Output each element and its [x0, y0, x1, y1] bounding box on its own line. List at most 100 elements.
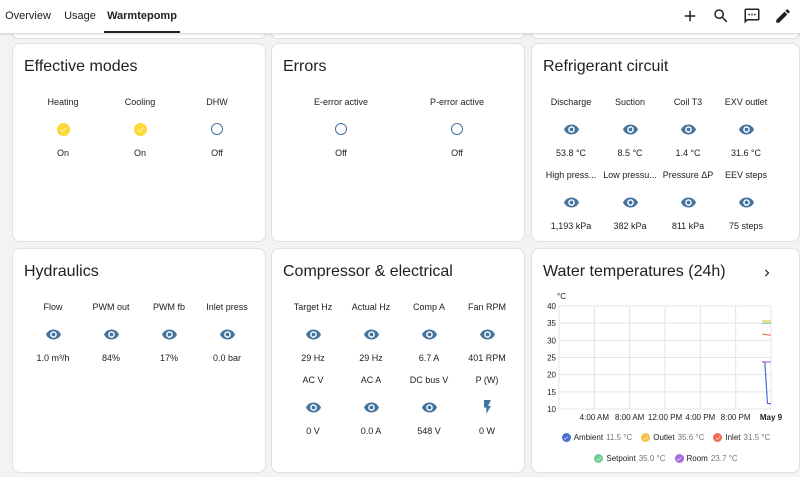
card-title: Errors — [283, 58, 327, 75]
series-line-ambient — [762, 361, 772, 405]
entity-actual-hz[interactable]: Actual Hz 29 Hz — [341, 301, 401, 364]
edit-dashboard-button[interactable] — [772, 5, 794, 27]
series-line-inlet — [762, 333, 772, 336]
entity-flow[interactable]: Flow 1.0 m³/h — [23, 301, 83, 364]
add-button[interactable] — [679, 5, 701, 27]
entity-exv-outlet[interactable]: EXV outlet 31.6 °C — [717, 96, 775, 159]
card-title[interactable]: Water temperatures (24h) — [543, 263, 726, 280]
eye-icon — [738, 197, 754, 207]
y-tick-label: 10 — [547, 405, 556, 414]
entity-state: 401 RPM — [468, 353, 506, 363]
entity-comp-a[interactable]: Comp A 6.7 A — [399, 301, 459, 364]
eye-icon — [103, 329, 119, 339]
entity-label: P (W) — [475, 375, 499, 385]
legend-item-outlet[interactable]: Outlet 35.6 °C — [641, 433, 704, 442]
eye-icon — [421, 402, 437, 412]
errors-card: Errors E-error active Off P-error active… — [271, 43, 525, 242]
eye-icon — [305, 329, 321, 339]
eye-icon — [680, 197, 696, 207]
entity-label: EXV outlet — [724, 97, 768, 107]
entity-label: Low pressu... — [603, 170, 657, 180]
eye-icon — [45, 329, 61, 339]
entity-eev-steps[interactable]: EEV steps 75 steps — [717, 169, 775, 232]
entity-high-pressure[interactable]: High press... 1,193 kPa — [542, 169, 600, 232]
eye-icon — [161, 329, 177, 339]
entity-suction[interactable]: Suction 8.5 °C — [601, 96, 659, 159]
circle-outline-icon — [451, 123, 463, 135]
legend-value: 23.7 °C — [710, 454, 738, 463]
y-tick-label: 25 — [547, 354, 556, 363]
flash-icon — [483, 400, 491, 414]
entity-ac-v[interactable]: AC V 0 V — [283, 374, 343, 437]
entity-state: 382 kPa — [613, 221, 647, 231]
circle-outline-icon — [335, 123, 347, 135]
entity-fan-rpm[interactable]: Fan RPM 401 RPM — [457, 301, 517, 364]
check-icon — [561, 433, 571, 442]
hydraulics-card: Hydraulics Flow 1.0 m³/h PWM out 84% PWM… — [12, 248, 266, 473]
entity-label: E-error active — [313, 97, 368, 107]
card-above-middle — [271, 33, 525, 39]
assist-button[interactable] — [741, 5, 763, 27]
entity-label: PWM fb — [152, 302, 185, 312]
entity-heating[interactable]: Heating On — [23, 96, 103, 159]
x-tick-label: 4:00 AM — [580, 413, 610, 422]
entity-e-error[interactable]: E-error active Off — [291, 96, 391, 159]
x-tick-label: May 9 — [760, 413, 783, 422]
entity-pressure-delta[interactable]: Pressure ΔP 811 kPa — [659, 169, 717, 232]
y-tick-label: 20 — [547, 371, 556, 380]
check-icon — [713, 433, 723, 442]
entity-state: 8.5 °C — [617, 148, 643, 158]
entity-target-hz[interactable]: Target Hz 29 Hz — [283, 301, 343, 364]
legend-item-inlet[interactable]: Inlet 31.5 °C — [713, 433, 770, 442]
legend-item-ambient[interactable]: Ambient 11.5 °C — [561, 433, 632, 442]
entity-state: 84% — [101, 353, 120, 363]
legend-name: Outlet — [653, 433, 675, 442]
assist-icon — [744, 8, 760, 24]
y-tick-label: 30 — [547, 336, 556, 345]
entity-discharge[interactable]: Discharge 53.8 °C — [542, 96, 600, 159]
top-app-bar: Overview Usage Warmtepomp — [0, 0, 800, 33]
legend-name: Inlet — [725, 433, 741, 442]
entity-label: AC A — [360, 375, 382, 385]
entity-pwm-out[interactable]: PWM out 84% — [81, 301, 141, 364]
tab-warmtepomp[interactable]: Warmtepomp — [104, 0, 180, 33]
entity-state: 0 V — [306, 426, 320, 436]
entity-dhw[interactable]: DHW Off — [177, 96, 257, 159]
entity-label: DC bus V — [409, 375, 449, 385]
entity-inlet-press[interactable]: Inlet press 0.0 bar — [197, 301, 257, 364]
eye-icon — [563, 197, 579, 207]
card-title: Effective modes — [24, 58, 138, 75]
eye-icon — [738, 124, 754, 134]
entity-coil-t3[interactable]: Coil T3 1.4 °C — [659, 96, 717, 159]
search-button[interactable] — [710, 5, 732, 27]
entity-power-w[interactable]: P (W) 0 W — [457, 374, 517, 437]
entity-pwm-fb[interactable]: PWM fb 17% — [139, 301, 199, 364]
entity-ac-a[interactable]: AC A 0.0 A — [341, 374, 401, 437]
entity-p-error[interactable]: P-error active Off — [407, 96, 507, 159]
legend-name: Setpoint — [606, 454, 636, 463]
legend-item-setpoint[interactable]: Setpoint 35.0 °C — [594, 454, 666, 463]
legend-value: 31.5 °C — [743, 433, 771, 442]
effective-modes-card: Effective modes Heating On Cooling On DH… — [12, 43, 266, 242]
entity-low-pressure[interactable]: Low pressu... 382 kPa — [601, 169, 659, 232]
chevron-right-icon[interactable] — [760, 266, 774, 280]
entity-label: Inlet press — [206, 302, 248, 312]
entity-label: High press... — [545, 170, 597, 180]
entity-label: Discharge — [550, 97, 592, 107]
tab-overview[interactable]: Overview — [5, 10, 51, 22]
water-temps-chart[interactable]: °C 10 15 20 25 30 35 40 4:00 AM 8:00 AM 12:00 PM 4:… — [533, 290, 799, 426]
entity-state: Off — [335, 148, 347, 158]
plus-icon — [684, 10, 696, 22]
entity-cooling[interactable]: Cooling On — [100, 96, 180, 159]
entity-dc-bus-v[interactable]: DC bus V 548 V — [399, 374, 459, 437]
legend-item-room[interactable]: Room 23.7 °C — [674, 454, 738, 463]
y-tick-label: 40 — [547, 302, 556, 311]
check-icon — [641, 433, 651, 442]
entity-state: 29 Hz — [359, 353, 383, 363]
card-title: Hydraulics — [24, 263, 99, 280]
card-title: Refrigerant circuit — [543, 58, 669, 75]
edit-icon — [776, 9, 790, 23]
tab-usage[interactable]: Usage — [64, 10, 96, 22]
legend-name: Ambient — [573, 433, 604, 442]
card-title: Compressor & electrical — [283, 263, 453, 280]
